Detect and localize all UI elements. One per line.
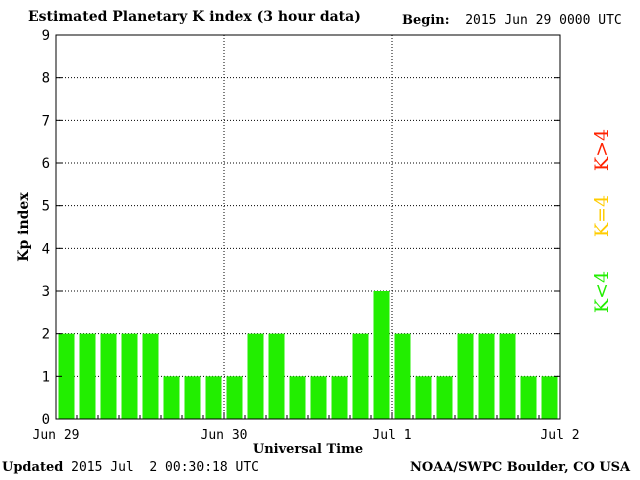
- kp-bar: [520, 376, 537, 419]
- kp-bar: [184, 376, 201, 419]
- y-tick-label: 2: [42, 327, 50, 343]
- bars-group: [58, 291, 558, 419]
- begin-info: Begin: 2015 Jun 29 0000 UTC: [402, 13, 622, 28]
- kp-bar: [499, 333, 516, 419]
- x-tick-label: Jun 29: [33, 428, 80, 443]
- y-axis-label: Kp index: [16, 192, 32, 262]
- y-tick-label: 9: [42, 28, 50, 44]
- kp-bar: [247, 333, 264, 419]
- updated-value: 2015 Jul 2 00:30:18 UTC: [71, 460, 259, 475]
- y-tick-label: 6: [42, 156, 50, 172]
- kp-bar: [310, 376, 327, 419]
- updated-label: Updated: [2, 460, 64, 475]
- y-tick-label: 1: [42, 369, 50, 385]
- y-tick-labels: 0 1 2 3 4 5 6 7 8 9: [42, 28, 50, 428]
- kp-bar: [100, 333, 117, 419]
- kp-bar: [436, 376, 453, 419]
- kp-bar: [142, 333, 159, 419]
- y-tick-label: 8: [42, 71, 50, 87]
- x-axis-label: Universal Time: [253, 442, 363, 457]
- kp-bar: [373, 291, 390, 419]
- chart-title: Estimated Planetary K index (3 hour data…: [28, 9, 361, 25]
- grid-lines: [56, 35, 560, 419]
- kp-bar: [457, 333, 474, 419]
- kp-bar: [352, 333, 369, 419]
- y-tick-label: 5: [42, 199, 50, 215]
- kp-bar: [163, 376, 180, 419]
- legend-k-eq-4: K=4: [591, 195, 613, 237]
- y-tick-label: 7: [42, 113, 50, 129]
- kp-bar: [541, 376, 558, 419]
- y-tick-label: 3: [42, 284, 50, 300]
- kp-bar: [79, 333, 96, 419]
- legend-k-lt-4: K<4: [591, 271, 613, 313]
- legend-k-gt-4: K>4: [591, 129, 613, 171]
- kp-bar: [226, 376, 243, 419]
- kp-bar: [289, 376, 306, 419]
- x-tick-label: Jun 30: [201, 428, 248, 443]
- kp-bar: [415, 376, 432, 419]
- kp-bar: [121, 333, 138, 419]
- kp-bar: [268, 333, 285, 419]
- x-tick-label: Jul 1: [372, 428, 411, 443]
- y-tick-label: 0: [42, 412, 50, 428]
- kp-bar: [394, 333, 411, 419]
- x-tick-label: Jul 2: [540, 428, 579, 443]
- source-credit: NOAA/SWPC Boulder, CO USA: [410, 460, 631, 475]
- kp-bar: [478, 333, 495, 419]
- kp-bar: [58, 333, 75, 419]
- kp-bar: [331, 376, 348, 419]
- x-tick-labels: Jun 29 Jun 30 Jul 1 Jul 2: [33, 428, 580, 443]
- kp-bar: [205, 376, 222, 419]
- updated-info: Updated 2015 Jul 2 00:30:18 UTC: [2, 460, 259, 475]
- begin-label: Begin:: [402, 13, 450, 28]
- begin-value: 2015 Jun 29 0000 UTC: [465, 13, 622, 28]
- y-tick-label: 4: [42, 241, 50, 257]
- axis-ticks: [55, 34, 561, 420]
